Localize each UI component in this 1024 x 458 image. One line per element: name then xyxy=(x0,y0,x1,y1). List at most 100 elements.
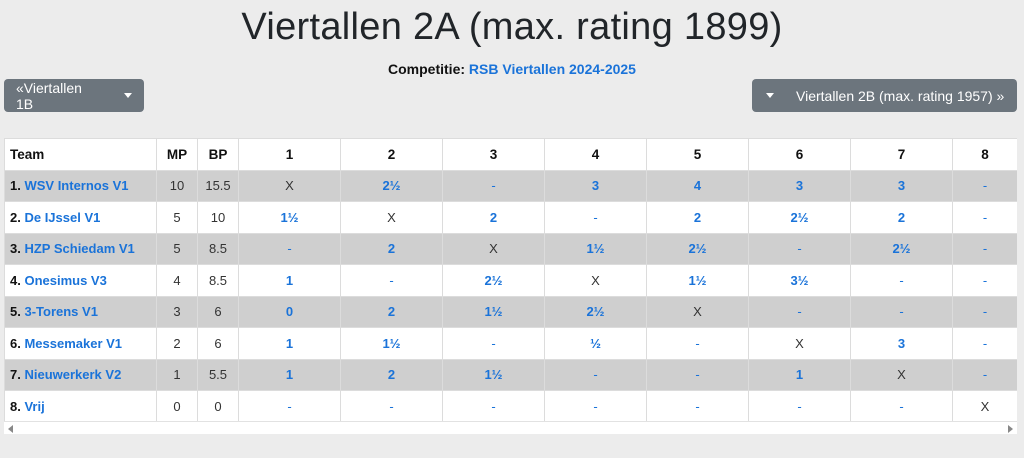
match-result-link[interactable]: 3 xyxy=(897,178,906,194)
team-link[interactable]: Nieuwerkerk V2 xyxy=(24,367,122,383)
match-result-link[interactable]: 4 xyxy=(693,178,702,194)
team-cell: 8. Vrij xyxy=(4,390,157,423)
match-result-link[interactable]: 1½ xyxy=(484,367,503,383)
result-cell: 2 xyxy=(340,295,443,328)
page-title: Viertallen 2A (max. rating 1899) xyxy=(241,6,783,48)
result-cell: - xyxy=(544,201,647,234)
unplayed-match-mark: - xyxy=(982,304,988,320)
match-result-link[interactable]: 1½ xyxy=(382,335,401,351)
result-cell: - xyxy=(646,390,749,423)
result-cell: X xyxy=(238,169,341,202)
next-group-button[interactable]: Viertallen 2B (max. rating 1957) » xyxy=(752,79,1017,112)
match-result-link[interactable]: 1 xyxy=(285,367,294,383)
table-row: 2. De IJssel V1 5 10 1½ X 2-2 2½ 2- xyxy=(4,201,1017,234)
table-row: 5. 3-Torens V1 3 6 0 2 1½ 2½ X - - - xyxy=(4,295,1017,328)
table-row: 1. WSV Internos V1 10 15.5 X 2½ -3 4 3 3- xyxy=(4,169,1017,202)
match-result-link[interactable]: 2 xyxy=(489,209,498,225)
match-result-link[interactable]: 2½ xyxy=(586,304,605,320)
match-result-link[interactable]: 3½ xyxy=(790,272,809,288)
team-link[interactable]: De IJssel V1 xyxy=(24,209,101,225)
match-result-link[interactable]: 2½ xyxy=(484,272,503,288)
bp-cell: 8.5 xyxy=(197,264,239,297)
result-cell: - xyxy=(748,232,851,265)
team-link[interactable]: Onesimus V3 xyxy=(24,272,107,288)
result-cell: 1 xyxy=(238,264,341,297)
result-cell: - xyxy=(952,232,1017,265)
self-match-mark: X xyxy=(980,398,990,414)
unplayed-match-mark: - xyxy=(982,178,988,194)
result-cell: - xyxy=(850,264,953,297)
next-group-label: Viertallen 2B (max. rating 1957) » xyxy=(796,87,1005,104)
team-rank: 5. xyxy=(10,304,21,320)
unplayed-match-mark: - xyxy=(491,335,496,351)
unplayed-match-mark: - xyxy=(593,398,598,414)
match-result-link[interactable]: 3 xyxy=(897,335,906,351)
result-cell: - xyxy=(952,201,1017,234)
scroll-left-arrow-icon[interactable] xyxy=(8,425,13,433)
match-result-link[interactable]: 2½ xyxy=(382,178,401,194)
match-result-link[interactable]: 2 xyxy=(693,209,702,225)
result-cell: 2 xyxy=(340,358,443,391)
match-result-link[interactable]: 2½ xyxy=(688,241,707,257)
team-rank: 6. xyxy=(10,335,21,351)
match-result-link[interactable]: 1 xyxy=(285,272,294,288)
unplayed-match-mark: - xyxy=(695,398,700,414)
unplayed-match-mark: - xyxy=(287,398,292,414)
match-result-link[interactable]: 1½ xyxy=(586,241,605,257)
team-cell: 4. Onesimus V3 xyxy=(4,264,157,297)
standings-table: Team MP BP 1 2 3 4 5 6 7 8 1. WSV Internos V1 10 15.… xyxy=(4,138,1017,423)
scroll-right-arrow-icon[interactable] xyxy=(1008,425,1013,433)
column-header-4: 4 xyxy=(544,138,647,171)
match-result-link[interactable]: 3 xyxy=(795,178,804,194)
bp-cell: 5.5 xyxy=(197,358,239,391)
self-match-mark: X xyxy=(387,209,396,225)
unplayed-match-mark: - xyxy=(797,304,802,320)
unplayed-match-mark: - xyxy=(287,241,292,257)
match-result-link[interactable]: 3 xyxy=(591,178,600,194)
team-rank: 4. xyxy=(10,272,21,288)
match-result-link[interactable]: ½ xyxy=(590,335,601,351)
self-match-mark: X xyxy=(795,335,804,351)
match-result-link[interactable]: 1 xyxy=(795,367,804,383)
unplayed-match-mark: - xyxy=(899,272,904,288)
result-cell: 2½ xyxy=(442,264,545,297)
match-result-link[interactable]: 2 xyxy=(387,241,396,257)
match-result-link[interactable]: 2½ xyxy=(790,209,809,225)
mp-cell: 2 xyxy=(156,327,198,360)
mp-cell: 1 xyxy=(156,358,198,391)
match-result-link[interactable]: 1 xyxy=(285,335,294,351)
team-link[interactable]: HZP Schiedam V1 xyxy=(24,241,135,257)
team-link[interactable]: 3-Torens V1 xyxy=(24,304,98,320)
match-result-link[interactable]: 1½ xyxy=(484,304,503,320)
unplayed-match-mark: - xyxy=(797,398,802,414)
column-header-team: Team xyxy=(4,138,157,171)
column-header-1: 1 xyxy=(238,138,341,171)
match-result-link[interactable]: 2 xyxy=(897,209,906,225)
match-result-link[interactable]: 1½ xyxy=(688,272,707,288)
competition-link[interactable]: RSB Viertallen 2024-2025 xyxy=(468,61,636,77)
match-result-link[interactable]: 0 xyxy=(285,304,294,320)
result-cell: X xyxy=(544,264,647,297)
result-cell: - xyxy=(850,295,953,328)
match-result-link[interactable]: 2 xyxy=(387,367,396,383)
unplayed-match-mark: - xyxy=(491,398,496,414)
prev-group-button[interactable]: «Viertallen 1B xyxy=(4,79,144,112)
bp-cell: 6 xyxy=(197,327,239,360)
mp-cell: 4 xyxy=(156,264,198,297)
match-result-link[interactable]: 2 xyxy=(387,304,396,320)
unplayed-match-mark: - xyxy=(899,398,904,414)
horizontal-scrollbar[interactable] xyxy=(4,421,1017,434)
result-cell: 3 xyxy=(748,169,851,202)
self-match-mark: X xyxy=(489,241,498,257)
match-result-link[interactable]: 2½ xyxy=(892,241,911,257)
result-cell: X xyxy=(646,295,749,328)
team-cell: 5. 3-Torens V1 xyxy=(4,295,157,328)
match-result-link[interactable]: 1½ xyxy=(280,209,299,225)
team-link[interactable]: WSV Internos V1 xyxy=(24,178,129,194)
unplayed-match-mark: - xyxy=(899,304,904,320)
unplayed-match-mark: - xyxy=(797,241,802,257)
result-cell: - xyxy=(442,327,545,360)
team-link[interactable]: Messemaker V1 xyxy=(24,335,123,351)
mp-cell: 5 xyxy=(156,232,198,265)
team-link[interactable]: Vrij xyxy=(24,398,45,414)
